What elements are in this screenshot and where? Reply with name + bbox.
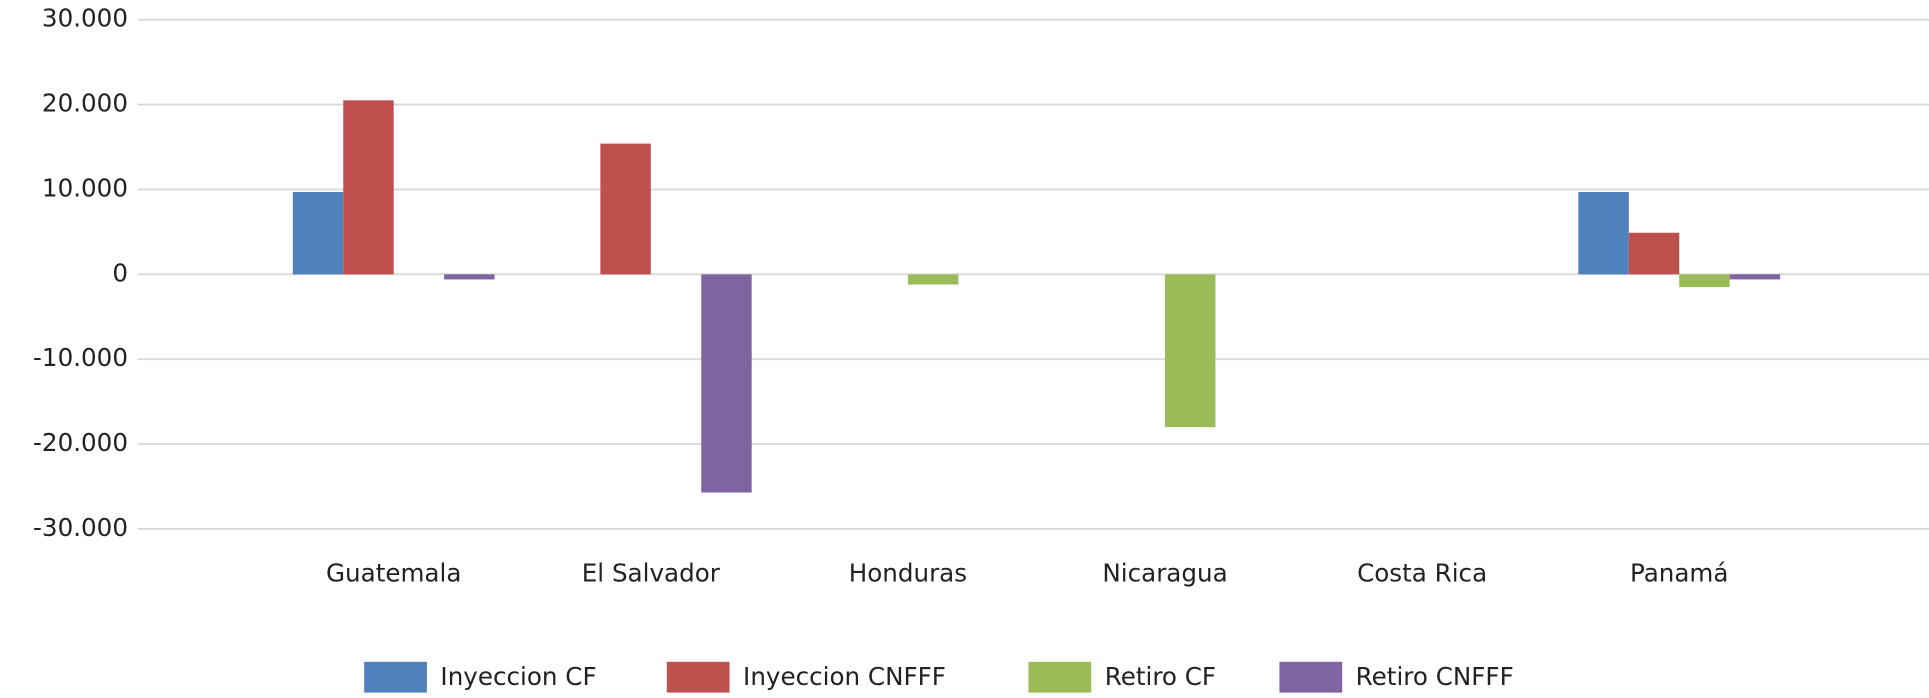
legend-label: Inyeccion CF: [440, 662, 596, 691]
y-tick-label: 30.000: [42, 4, 128, 33]
legend-label: Retiro CNFFF: [1356, 662, 1514, 691]
bar: [444, 274, 495, 280]
bar: [343, 100, 394, 275]
y-tick-label: -30.000: [33, 513, 128, 542]
bar: [1165, 274, 1216, 428]
y-tick-label: 0: [112, 258, 128, 287]
y-tick-label: -10.000: [33, 343, 128, 372]
legend-label: Inyeccion CNFFF: [743, 662, 946, 691]
x-tick-label: Guatemala: [326, 558, 461, 587]
legend-swatch: [364, 661, 427, 693]
x-tick-label: El Salvador: [582, 558, 721, 587]
y-tick-label: -20.000: [33, 428, 128, 457]
x-tick-label: Costa Rica: [1357, 558, 1487, 587]
legend-swatch: [1028, 661, 1092, 693]
x-tick-label: Panamá: [1630, 558, 1728, 587]
legend-swatch: [666, 661, 730, 693]
bar: [1578, 191, 1629, 275]
bar: [1628, 232, 1680, 275]
bar: [600, 143, 651, 275]
bar: [1729, 274, 1781, 280]
bar: [1679, 274, 1730, 288]
legend-label: Retiro CF: [1105, 662, 1216, 691]
y-tick-label: 20.000: [42, 89, 128, 118]
y-tick-label: 10.000: [42, 173, 128, 202]
bar: [701, 274, 752, 493]
x-tick-label: Honduras: [849, 558, 967, 587]
legend-swatch: [1279, 661, 1343, 693]
x-tick-label: Nicaragua: [1102, 558, 1227, 587]
bar: [292, 191, 344, 275]
bar: [907, 274, 959, 285]
